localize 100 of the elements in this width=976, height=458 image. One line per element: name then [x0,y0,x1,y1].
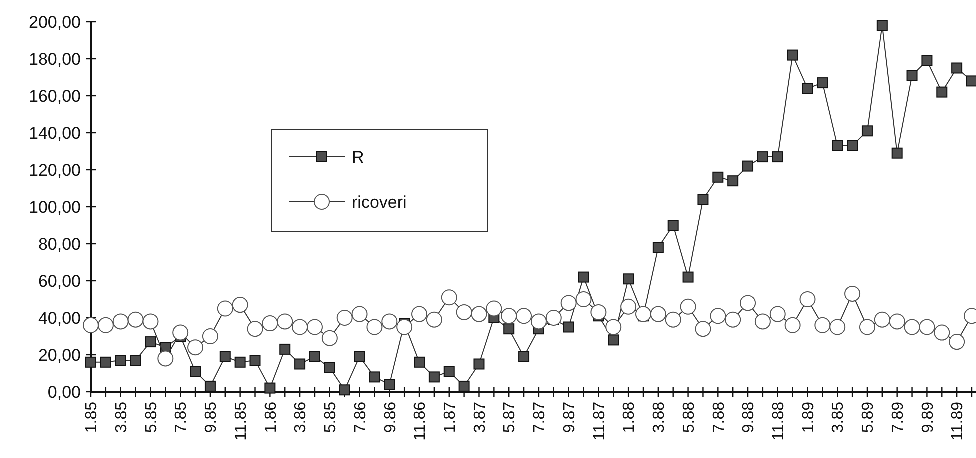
x-tick-label: 9.89 [920,402,937,434]
point [906,70,918,82]
point [354,351,366,362]
x-tick-label: 3.86 [292,402,310,434]
x-tick-label: 9.86 [382,402,400,434]
x-tick-label: 7.86 [352,402,370,434]
point [876,20,888,32]
point [324,362,336,374]
x-tick-label: 5.88 [680,402,698,434]
point [294,358,306,370]
point [590,304,607,320]
legend-label: ricoveri [352,192,407,212]
y-tick-label: 0,00 [48,382,81,402]
point [396,319,413,336]
x-tick-label: 11.88 [770,402,788,441]
x-tick-label: 5.87 [502,402,519,434]
point [486,300,502,317]
point [250,355,261,366]
point [234,356,246,368]
x-tick-label: 1.88 [621,402,638,434]
point [428,372,440,383]
point [145,336,156,348]
x-tick-label: 7.87 [532,402,549,434]
x-tick-label: 3.87 [472,402,489,434]
y-tick-label: 200,00 [29,12,81,32]
point [518,351,530,362]
point [86,356,96,368]
x-tick-label: 11.87 [591,402,608,441]
point [220,351,231,362]
x-tick-label: 3.85 [830,402,848,434]
point [623,274,634,285]
point [682,272,694,283]
x-tick-label: 11.89 [950,402,967,441]
point [668,220,679,231]
x-tick-label: 1.89 [800,402,818,434]
x-tick-label: 3.88 [651,402,668,434]
point [115,355,126,366]
x-tick-label: 3.85 [113,402,130,434]
x-tick-label: 5.89 [860,402,878,434]
y-tick-label: 40,00 [38,308,81,328]
point [892,148,903,159]
point [608,334,620,346]
point [772,152,784,163]
point [264,382,276,394]
point [100,356,112,368]
point [742,160,754,172]
point [652,242,664,254]
x-tick-label: 11.85 [232,402,250,441]
point [504,324,515,335]
y-tick-label: 160,00 [29,86,81,106]
point [130,355,142,366]
y-tick-label: 180,00 [29,50,81,69]
point [847,140,858,152]
point [832,140,844,152]
point [280,344,291,355]
point [339,384,350,396]
point [817,78,828,89]
point [384,379,396,390]
point [309,351,320,362]
point [563,322,574,333]
point [414,356,426,368]
x-tick-label: 7.89 [890,402,907,434]
point [862,126,873,137]
point [802,83,814,94]
point [458,380,470,392]
point [190,366,202,378]
point [936,86,948,98]
x-tick-label: 7.88 [710,402,728,434]
point [698,194,709,206]
y-tick-label: 20,00 [38,346,81,365]
x-tick-label: 5.85 [143,402,160,434]
y-tick-label: 80,00 [38,234,81,254]
point [728,176,739,187]
point [635,306,652,322]
y-tick-label: 100,00 [29,198,81,217]
point [369,372,380,383]
legend-label: R [352,148,364,167]
x-tick-label: 1.87 [442,402,459,434]
point [546,310,562,326]
point [922,55,933,66]
point [578,272,590,283]
point [530,314,547,330]
point [952,62,963,74]
point [787,50,798,61]
x-tick-label: 5.85 [322,402,340,434]
y-tick-label: 60,00 [38,272,81,291]
point [712,172,724,183]
point [474,358,485,370]
x-tick-label: 11.86 [412,402,430,441]
y-tick-label: 140,00 [29,124,81,143]
y-tick-label: 120,00 [29,160,81,180]
x-tick-label: 7.85 [173,402,190,434]
point [444,366,455,378]
x-tick-label: 1.85 [84,402,101,434]
point [83,317,99,334]
point [204,380,216,392]
x-tick-label: 9.87 [561,402,578,434]
x-tick-label: 1.86 [262,402,280,434]
point [757,152,768,163]
point [606,319,622,336]
